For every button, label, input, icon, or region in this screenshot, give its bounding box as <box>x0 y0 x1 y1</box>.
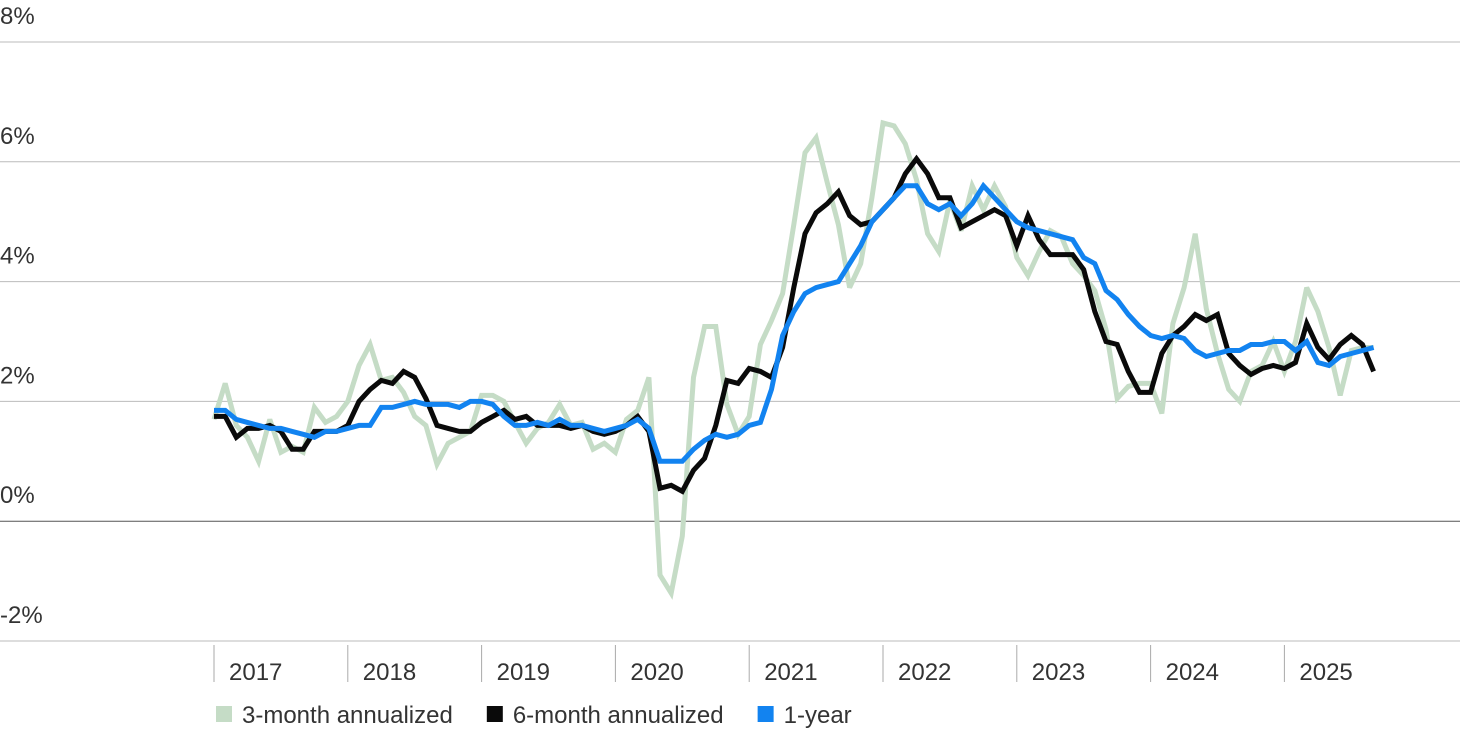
legend-label: 6-month annualized <box>513 702 724 729</box>
x-tick-label: 2020 <box>630 659 683 686</box>
x-tick-label: 2019 <box>497 659 550 686</box>
legend-swatch <box>216 706 232 722</box>
x-tick-label: 2025 <box>1299 659 1352 686</box>
x-tick-label: 2021 <box>764 659 817 686</box>
x-tick-label: 2024 <box>1166 659 1219 686</box>
x-tick-label: 2017 <box>229 659 282 686</box>
x-tick-label: 2022 <box>898 659 951 686</box>
y-tick-label: 2% <box>0 362 35 389</box>
legend-swatch <box>757 706 774 722</box>
y-tick-label: -2% <box>0 602 43 629</box>
legend-swatch <box>486 706 503 722</box>
legend-label: 1-year <box>784 702 852 729</box>
y-tick-label: 8% <box>0 3 35 30</box>
legend-label: 3-month annualized <box>242 702 453 729</box>
x-tick-label: 2018 <box>363 659 416 686</box>
y-tick-label: 6% <box>0 123 35 150</box>
series-line <box>214 154 1376 495</box>
x-tick-label: 2023 <box>1032 659 1085 686</box>
series-line <box>211 119 1374 600</box>
y-tick-label: 4% <box>0 243 35 270</box>
y-tick-label: 0% <box>0 482 35 509</box>
series-line <box>214 181 1375 464</box>
